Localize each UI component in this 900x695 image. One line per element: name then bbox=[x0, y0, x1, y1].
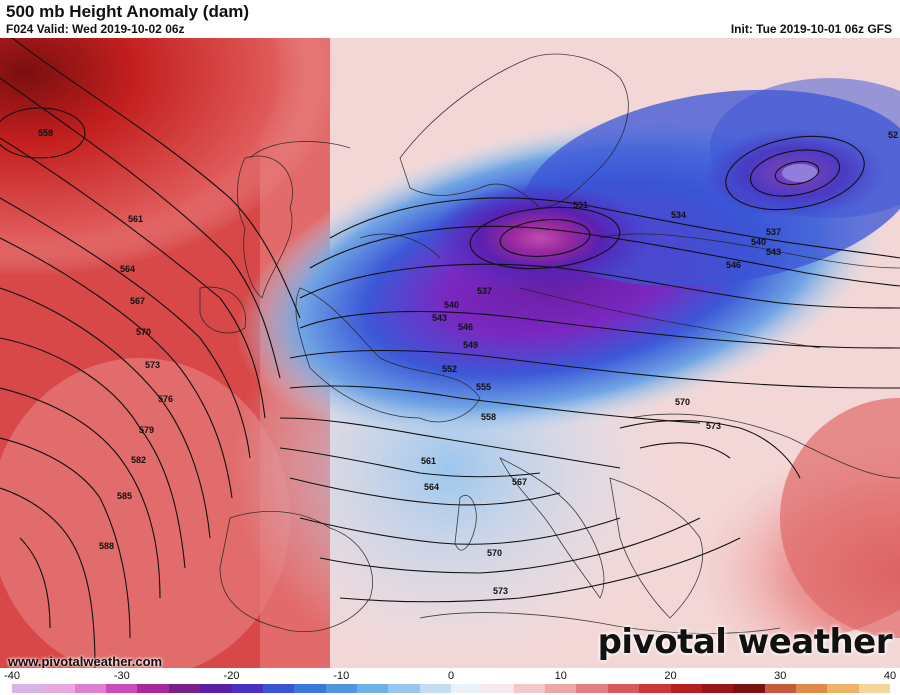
colorbar-strip bbox=[12, 684, 891, 693]
colorbar-swatch bbox=[388, 684, 420, 693]
colorbar-swatch bbox=[294, 684, 326, 693]
colorbar-tick-label: 30 bbox=[774, 670, 787, 682]
colorbar-tick-label: 20 bbox=[664, 670, 677, 682]
contour-label: 570 bbox=[675, 397, 690, 407]
colorbar-swatch bbox=[325, 684, 357, 693]
contour-label: 549 bbox=[463, 340, 478, 350]
contour-label: 567 bbox=[130, 296, 145, 306]
colorbar-swatch bbox=[262, 684, 295, 693]
contour-label: 564 bbox=[424, 482, 439, 492]
contour-label: 537 bbox=[477, 286, 492, 296]
colorbar-swatch bbox=[858, 684, 891, 693]
contour-label: 558 bbox=[481, 412, 496, 422]
contour-label: 537 bbox=[766, 227, 781, 237]
colorbar-swatch bbox=[670, 684, 702, 693]
colorbar-swatch bbox=[545, 684, 577, 693]
contour-labels: 558 561 564 567 570 573 576 579 582 585 … bbox=[38, 128, 898, 596]
colorbar-swatch bbox=[827, 684, 859, 693]
colorbar-swatch bbox=[451, 684, 483, 693]
colorbar-swatch bbox=[607, 684, 640, 693]
contour-label: 555 bbox=[476, 382, 491, 392]
colorbar-swatch bbox=[106, 684, 138, 693]
map-title: 500 mb Height Anomaly (dam) bbox=[6, 2, 250, 21]
colorbar-tick-label: -20 bbox=[223, 670, 240, 682]
colorbar-swatch bbox=[74, 684, 107, 693]
contour-label: 540 bbox=[751, 237, 766, 247]
colorbar-swatch bbox=[513, 684, 546, 693]
contour-label: 570 bbox=[487, 548, 502, 558]
contour-label: 582 bbox=[131, 455, 146, 465]
contour-label: 576 bbox=[158, 394, 173, 404]
contour-label: 543 bbox=[432, 313, 447, 323]
colorbar-swatch bbox=[43, 684, 75, 693]
contour-label: 558 bbox=[38, 128, 53, 138]
contour-label: 573 bbox=[706, 421, 721, 431]
contour-label: 531 bbox=[573, 200, 588, 210]
contour-label: 546 bbox=[458, 322, 473, 332]
colorbar-tick-label: -40 bbox=[4, 670, 20, 682]
valid-time: F024 Valid: Wed 2019-10-02 06z bbox=[6, 22, 185, 36]
contour-label: 579 bbox=[139, 425, 154, 435]
pivotal-weather-logo: pivotal weather bbox=[597, 622, 893, 662]
contour-label: 573 bbox=[145, 360, 160, 370]
contour-label: 564 bbox=[120, 264, 135, 274]
colorbar-swatch bbox=[137, 684, 169, 693]
contour-label: 573 bbox=[493, 586, 508, 596]
website-url: www.pivotalweather.com bbox=[8, 654, 163, 669]
colorbar-swatch bbox=[733, 684, 765, 693]
colorbar-swatch bbox=[764, 684, 796, 693]
init-time: Init: Tue 2019-10-01 06z GFS bbox=[730, 22, 892, 36]
colorbar-swatch bbox=[701, 684, 734, 693]
colorbar-swatch bbox=[795, 684, 828, 693]
contour-label: 561 bbox=[421, 456, 436, 466]
anomaly-map: 558 561 564 567 570 573 576 579 582 585 … bbox=[0, 38, 900, 668]
colorbar-swatch bbox=[168, 684, 201, 693]
colorbar-swatch bbox=[576, 684, 608, 693]
contour-label: 52 bbox=[888, 130, 898, 140]
contour-label: 543 bbox=[766, 247, 781, 257]
contour-label: 546 bbox=[726, 260, 741, 270]
colorbar-tick-label: 0 bbox=[447, 670, 455, 682]
contour-label: 561 bbox=[128, 214, 143, 224]
colorbar-tick-label: 40 bbox=[883, 670, 897, 682]
colorbar-swatch bbox=[356, 684, 389, 693]
contour-label: 567 bbox=[512, 477, 527, 487]
colorbar-tick-label: 10 bbox=[554, 670, 567, 682]
contour-label: 588 bbox=[99, 541, 114, 551]
colorbar-tick-label: -30 bbox=[113, 670, 130, 682]
colorbar-swatch bbox=[482, 684, 514, 693]
colorbar-swatch bbox=[639, 684, 671, 693]
contour-label: 585 bbox=[117, 491, 132, 501]
header: 500 mb Height Anomaly (dam) F024 Valid: … bbox=[0, 0, 900, 38]
colorbar-swatch bbox=[419, 684, 452, 693]
contour-label: 540 bbox=[444, 300, 459, 310]
colorbar-swatch bbox=[231, 684, 263, 693]
colorbar-swatch bbox=[12, 684, 44, 693]
colorbar-tick-label: -10 bbox=[333, 670, 350, 682]
colorbar-swatch bbox=[200, 684, 232, 693]
colorbar: -40 -30 -20 -10 0 10 20 30 40 bbox=[0, 668, 900, 695]
contour-label: 534 bbox=[671, 210, 686, 220]
contour-label: 552 bbox=[442, 364, 457, 374]
contour-label: 570 bbox=[136, 327, 151, 337]
